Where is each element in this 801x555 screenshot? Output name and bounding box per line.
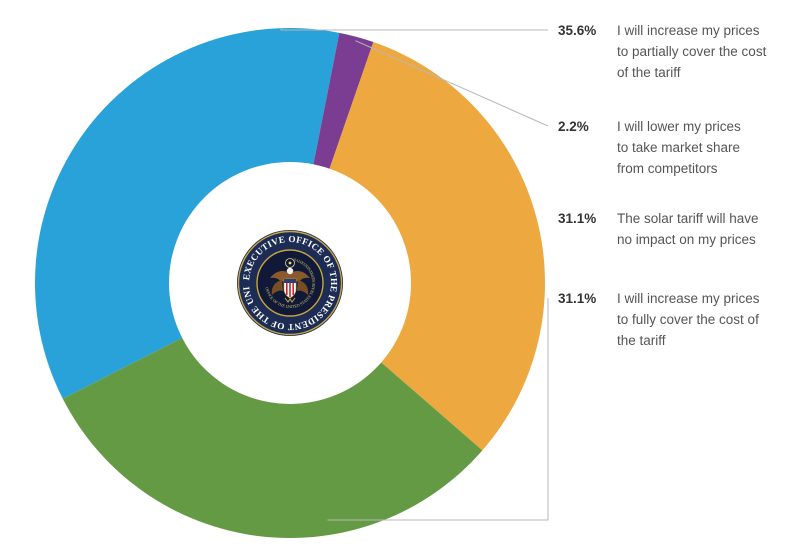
legend-label-4-line-3: the tariff <box>617 333 666 348</box>
legend-value-3: 31.1% <box>558 211 596 226</box>
legend-label-1-line-3: of the tariff <box>617 65 681 80</box>
donut-slice-3 <box>290 42 546 451</box>
legend-label-4-line-2: to fully cover the cost of <box>617 312 759 327</box>
legend: 35.6% I will increase my prices to partial… <box>558 23 767 348</box>
legend-label-2-line-3: from competitors <box>617 161 718 176</box>
leader-lines <box>280 28 549 521</box>
legend-label-2-line-1: I will lower my prices <box>617 119 741 134</box>
seal-gold-border-outer <box>237 230 343 336</box>
legend-label-1-line-2: to partially cover the cost <box>617 44 767 59</box>
legend-label-4-line-1: I will increase my prices <box>617 291 760 306</box>
leader-line-4 <box>327 298 549 521</box>
legend-value-1: 35.6% <box>558 23 596 38</box>
legend-label-3-line-2: no impact on my prices <box>617 232 756 247</box>
eagle-icon <box>270 258 310 303</box>
leader-line-2 <box>355 40 549 127</box>
donut-slice-1 <box>34 28 340 399</box>
leader-line-1 <box>280 28 548 31</box>
legend-label-2-line-2: to take market share <box>617 140 740 155</box>
legend-value-2: 2.2% <box>558 119 589 134</box>
donut-slice-4 <box>62 283 483 539</box>
legend-label-3-line-1: The solar tariff will have <box>617 211 759 226</box>
legend-value-4: 31.1% <box>558 291 596 306</box>
legend-label-1-line-1: I will increase my prices <box>617 23 760 38</box>
